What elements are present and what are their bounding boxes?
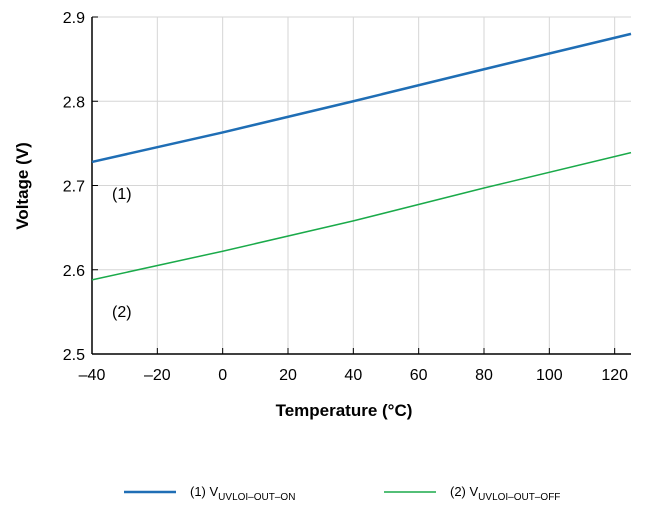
y-tick-label: 2.7: [63, 179, 85, 196]
grid: [92, 16, 631, 354]
axes: [91, 16, 631, 355]
x-tick-label: 40: [344, 367, 362, 384]
series-1-annotation: (1): [112, 186, 132, 203]
x-tick-label: 60: [410, 367, 428, 384]
legend-label-2: (2) VUVLOI–OUT–OFF: [450, 484, 560, 503]
x-tick-label: 20: [279, 367, 297, 384]
x-tick-label: 0: [218, 367, 227, 384]
x-tick-label: 80: [475, 367, 493, 384]
x-tick-labels: –40 –20 0 20 40 60 80 100 120: [79, 367, 628, 384]
y-tick-label: 2.6: [63, 263, 85, 280]
x-tick-label: 100: [536, 367, 563, 384]
series-lines: [91, 32, 632, 281]
y-tick-labels: 2.5 2.6 2.7 2.8 2.9: [63, 10, 85, 364]
legend-label-1: (1) VUVLOI–OUT–ON: [190, 484, 295, 503]
x-tick-label: –40: [79, 367, 106, 384]
y-tick-label: 2.9: [63, 10, 85, 27]
series-line-1: [91, 32, 632, 164]
x-tick-label: –20: [144, 367, 171, 384]
x-tick-label: 120: [601, 367, 628, 384]
series-2-annotation: (2): [112, 304, 132, 321]
y-tick-label: 2.5: [63, 347, 85, 364]
legend: (1) VUVLOI–OUT–ON (2) VUVLOI–OUT–OFF: [124, 484, 560, 503]
series-line-2: [91, 151, 632, 281]
y-axis-label: Voltage (V): [13, 142, 32, 230]
x-axis-label: Temperature (°C): [276, 401, 413, 420]
y-tick-label: 2.8: [63, 94, 85, 111]
